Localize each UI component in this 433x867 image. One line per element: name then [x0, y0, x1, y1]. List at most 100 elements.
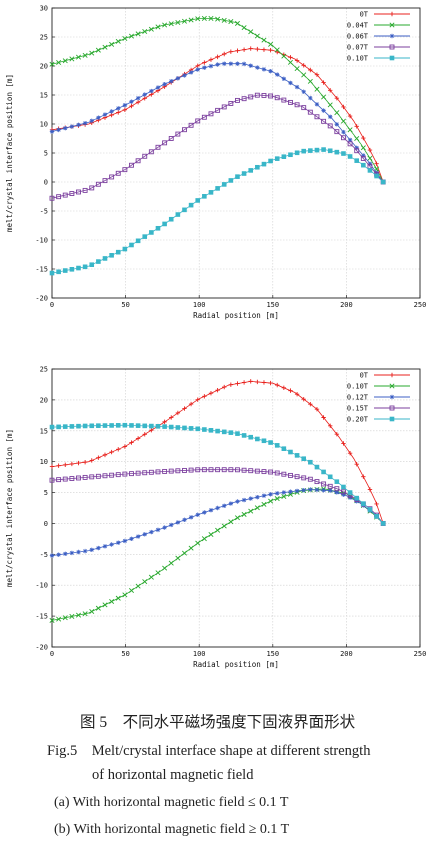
series-marker — [354, 158, 360, 163]
series-marker — [115, 170, 121, 176]
y-tick-label: -15 — [35, 613, 48, 621]
series-marker — [321, 415, 326, 420]
series-marker — [208, 391, 214, 396]
series-marker — [155, 85, 161, 90]
series-marker — [274, 496, 280, 502]
series-marker — [347, 154, 353, 159]
series-marker — [69, 550, 75, 556]
series-marker — [255, 494, 260, 500]
series-marker — [109, 472, 115, 478]
series-marker — [235, 174, 240, 179]
series-marker — [308, 148, 313, 153]
y-tick-label: 0 — [44, 179, 48, 187]
x-tick-label: 50 — [121, 301, 129, 309]
series-marker — [288, 152, 293, 158]
series-marker — [155, 144, 161, 150]
series-marker — [195, 16, 201, 22]
series-marker — [175, 555, 181, 561]
legend-marker — [389, 416, 395, 422]
series-marker — [248, 168, 254, 173]
series-marker — [109, 542, 114, 547]
series-marker — [347, 127, 353, 133]
series-marker — [301, 72, 307, 78]
series-marker — [341, 135, 346, 141]
series-marker — [116, 106, 121, 111]
series-marker — [149, 428, 154, 433]
y-tick-label: -5 — [40, 551, 48, 559]
legend-marker — [389, 372, 395, 378]
series-marker — [175, 76, 181, 81]
series-marker — [109, 449, 114, 455]
series-marker — [102, 602, 108, 608]
series-marker — [268, 158, 273, 164]
series-marker — [308, 459, 313, 465]
series-marker — [374, 501, 379, 507]
series-marker — [354, 148, 360, 154]
series-marker — [56, 477, 62, 483]
series-marker — [122, 246, 128, 252]
caption-chinese: 图 5 不同水平磁场强度下固液界面形状 — [80, 714, 356, 731]
series-marker — [49, 617, 55, 623]
series-marker — [314, 86, 320, 92]
series-marker — [95, 473, 101, 479]
series-marker — [62, 476, 68, 482]
series-marker — [274, 443, 280, 448]
series-marker — [109, 109, 114, 114]
series-marker — [195, 198, 201, 203]
series-marker — [135, 158, 141, 164]
series-marker — [215, 16, 221, 22]
series-marker — [169, 79, 174, 84]
series-5 — [49, 422, 386, 526]
series-marker — [115, 595, 121, 601]
series-marker — [314, 147, 320, 153]
series-marker — [334, 122, 340, 127]
legend-label: 0.04T — [347, 22, 369, 30]
series-marker — [334, 490, 340, 495]
series-marker — [82, 459, 88, 465]
series-marker — [274, 156, 280, 161]
series-marker — [328, 88, 333, 93]
series-marker — [275, 49, 280, 55]
series-marker — [115, 249, 121, 255]
series-marker — [168, 216, 174, 222]
series-marker — [301, 105, 307, 111]
series-marker — [334, 479, 340, 484]
series-marker — [181, 18, 187, 24]
series-marker — [334, 486, 340, 492]
series-marker — [82, 120, 88, 126]
series-marker — [360, 145, 366, 151]
series-marker — [294, 391, 300, 397]
series-marker — [215, 387, 220, 393]
series-marker — [89, 423, 95, 429]
series-marker — [281, 446, 287, 451]
series-marker — [261, 37, 267, 43]
series-marker — [268, 440, 273, 445]
series-marker — [169, 415, 174, 420]
series-marker — [82, 548, 88, 554]
series-marker — [142, 532, 147, 537]
series-1 — [49, 379, 386, 526]
series-marker — [135, 238, 141, 244]
tick-labels: 0 50 100 150 200 250 -20 -15 -10 -5 0 5 10 15 20 25 — [35, 366, 426, 659]
series-marker — [116, 110, 121, 115]
series-line — [51, 380, 384, 524]
tick-labels: 0 50 100 150 200 250 -20 -15 -10 -5 0 5 10 15 20 25 30 — [35, 5, 426, 310]
series-marker — [135, 534, 141, 539]
series-marker — [281, 385, 287, 391]
series-marker — [82, 611, 88, 617]
series-marker — [241, 171, 247, 176]
y-tick-label: 15 — [40, 92, 48, 100]
series-marker — [307, 109, 313, 115]
series-marker — [188, 401, 194, 407]
series-marker — [208, 531, 214, 537]
y-tick-label: 20 — [40, 396, 48, 404]
series-marker — [308, 401, 313, 407]
series-marker — [188, 545, 194, 551]
series-marker — [62, 58, 68, 64]
series-marker — [215, 186, 220, 191]
series-marker — [228, 178, 234, 183]
series-marker — [102, 44, 108, 50]
series-marker — [288, 449, 293, 455]
series-marker — [307, 78, 313, 84]
series-marker — [129, 162, 134, 168]
